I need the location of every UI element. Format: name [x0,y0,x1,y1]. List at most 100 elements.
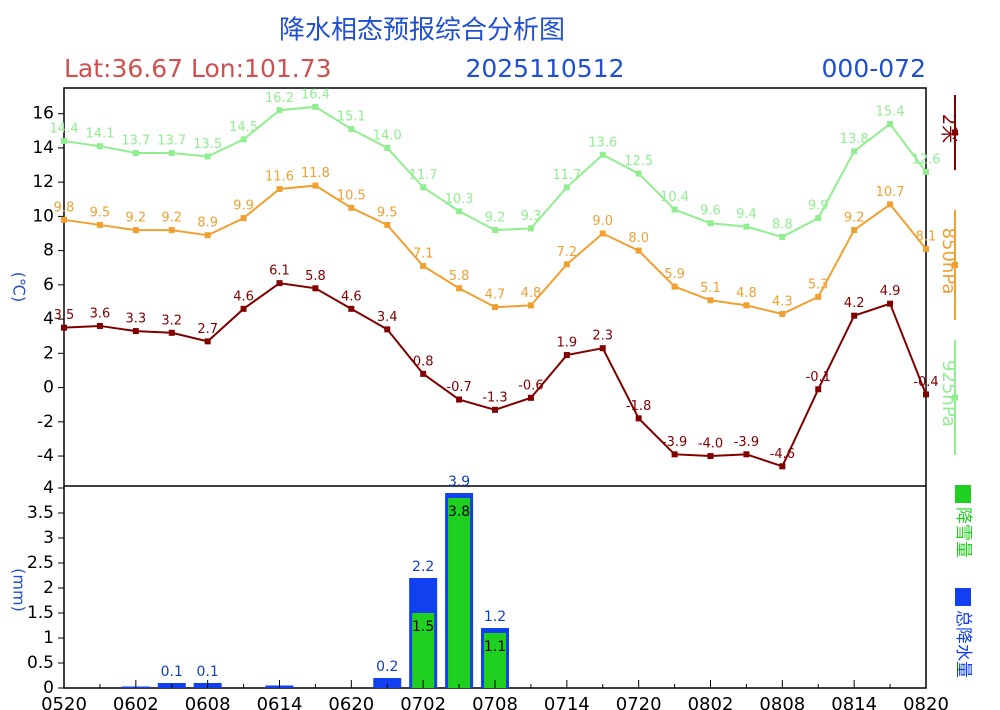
marker [707,220,714,227]
data-label: 8.1 [916,229,937,244]
data-label: 1.1 [484,639,506,655]
marker [707,297,714,304]
data-label: 3.5 [54,308,75,323]
data-label: 4.3 [772,294,793,309]
series-line [63,282,927,468]
marker [743,451,750,458]
x-tick-label: 0720 [616,694,662,710]
marker [671,206,678,213]
y-axis-label: (mm) [10,568,29,612]
data-label: 3.4 [377,310,398,325]
data-label: 13.7 [157,134,186,149]
bar [373,678,402,688]
marker [923,245,929,252]
marker [635,170,642,177]
bar [448,498,471,688]
data-label: 4.8 [521,286,542,301]
data-label: 3.9 [448,474,470,490]
data-label: 0.8 [413,354,434,369]
marker [599,151,606,158]
data-label: 9.6 [700,204,721,219]
marker [61,216,67,223]
data-label: 9.4 [736,207,757,222]
marker [420,370,427,377]
x-tick-label: 0714 [544,694,590,710]
marker [132,328,139,335]
marker [420,263,427,270]
marker [635,247,642,254]
data-label: 5.8 [305,269,326,284]
data-label: -4.0 [698,437,723,452]
data-label: -0.6 [518,378,543,393]
data-label: -3.9 [662,435,687,450]
y-tick-label: 3.5 [27,503,54,523]
marker [240,215,247,222]
data-label: 12.6 [912,152,941,167]
y-tick-label: 6 [43,275,54,295]
data-label: 3.6 [90,306,111,321]
marker [348,305,355,312]
y-tick-label: 0 [43,678,54,698]
marker [599,345,606,352]
marker [923,168,929,175]
data-label: 1.9 [556,336,577,351]
marker [420,184,427,191]
data-label: -4.6 [770,447,795,462]
marker [132,227,139,234]
marker [815,386,822,393]
marker [779,233,786,240]
data-label: 4.6 [341,289,362,304]
y-tick-label: 1 [43,628,54,648]
x-tick-label: 0708 [472,694,518,710]
marker [527,394,534,401]
data-label: 4.9 [880,284,901,299]
data-label: 0.2 [376,659,398,675]
y-tick-label: 14 [32,138,54,158]
data-label: 7.2 [556,245,577,260]
data-label: 9.8 [54,200,75,215]
marker [707,453,714,460]
marker [492,304,498,311]
y-tick-label: 4 [43,478,54,498]
data-label: 11.7 [552,168,581,183]
marker [923,391,929,398]
data-label: 5.3 [808,277,829,292]
legend-marker [952,129,958,136]
y-tick-label: -2 [37,412,54,432]
data-label: 10.3 [445,192,474,207]
marker [599,230,606,237]
x-tick-label: 0620 [328,694,374,710]
marker [240,305,247,312]
data-label: 9.9 [808,199,829,214]
data-label: 0.1 [197,664,219,680]
data-label: 15.4 [876,104,905,119]
y-tick-label: -4 [37,446,54,466]
data-label: 4.8 [736,286,757,301]
marker [276,185,283,192]
data-label: 12.5 [624,154,653,169]
data-label: 13.5 [193,137,222,152]
data-label: 9.5 [90,205,111,220]
data-label: 13.6 [588,135,617,150]
data-label: 9.9 [233,199,254,214]
data-label: 8.8 [772,217,793,232]
marker [168,227,175,234]
marker [671,451,678,458]
marker [312,103,319,110]
marker [779,463,786,470]
data-label: 10.5 [337,188,366,203]
data-label: 7.1 [413,247,434,262]
bar [412,613,435,688]
location: Lat:36.67 Lon:101.73 [64,54,332,83]
marker [348,204,355,211]
data-label: 8.0 [628,231,649,246]
marker [527,225,534,232]
marker [96,221,103,228]
data-label: 9.2 [161,211,182,226]
data-label: 13.7 [121,134,150,149]
legend-label: 总降水量 [953,610,973,678]
legend-label: 降雪量 [953,507,973,558]
data-label: 2.3 [592,329,613,344]
marker [96,322,103,329]
